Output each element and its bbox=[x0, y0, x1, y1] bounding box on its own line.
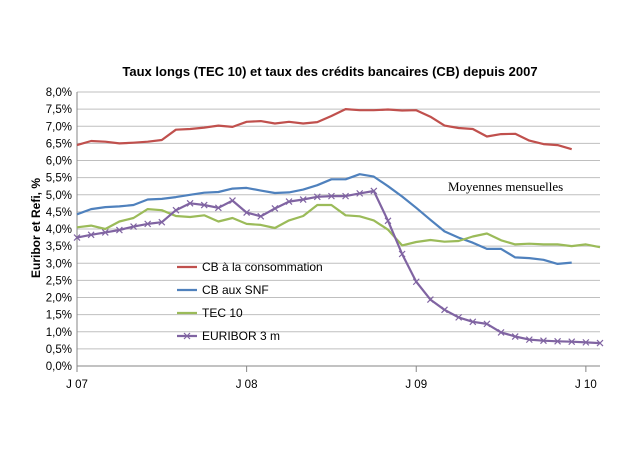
data-point-marker bbox=[101, 229, 109, 236]
x-tick-label: J 08 bbox=[236, 379, 258, 391]
series-line-3 bbox=[76, 189, 601, 345]
data-point-marker bbox=[200, 201, 208, 209]
data-point-marker bbox=[525, 336, 533, 344]
data-point-marker bbox=[73, 234, 81, 241]
y-tick-label: 3,0% bbox=[46, 258, 72, 270]
series-lines bbox=[73, 107, 604, 347]
data-point-marker bbox=[568, 338, 576, 346]
x-tick-label: J 10 bbox=[575, 379, 597, 391]
data-point-marker bbox=[144, 220, 152, 228]
data-point-marker bbox=[229, 197, 236, 204]
data-point-marker bbox=[299, 196, 307, 203]
data-point-marker bbox=[426, 296, 434, 303]
y-tick-label: 7,0% bbox=[46, 121, 72, 133]
annotation-text: Moyennes mensuelles bbox=[448, 179, 563, 194]
y-tick-label: 0,5% bbox=[46, 344, 72, 356]
y-tick-label: 4,0% bbox=[46, 224, 72, 236]
y-tick-label: 6,0% bbox=[46, 156, 72, 168]
series-line-1 bbox=[76, 173, 572, 265]
data-point-marker bbox=[243, 209, 251, 216]
y-tick-label: 0,0% bbox=[46, 361, 72, 373]
y-tick-label: 1,5% bbox=[46, 310, 72, 322]
y-tick-label: 7,5% bbox=[46, 104, 72, 116]
data-point-marker bbox=[158, 218, 166, 226]
data-point-marker bbox=[214, 204, 222, 212]
y-tick-label: 6,5% bbox=[46, 138, 72, 150]
legend-label: CB à la consommation bbox=[202, 260, 323, 274]
x-tick-label: J 07 bbox=[66, 379, 88, 391]
y-tick-label: 4,5% bbox=[46, 207, 72, 219]
data-point-marker bbox=[130, 223, 137, 231]
data-point-marker bbox=[497, 329, 505, 336]
data-point-marker bbox=[441, 306, 448, 314]
data-point-marker bbox=[313, 193, 321, 201]
y-tick-label: 2,0% bbox=[46, 293, 72, 305]
legend: CB à la consommation CB aux SNF TEC 10 EURI… bbox=[177, 260, 323, 343]
legend-label: CB aux SNF bbox=[202, 283, 269, 297]
y-tick-label: 8,0% bbox=[46, 87, 72, 99]
data-point-marker bbox=[554, 337, 562, 345]
data-point-marker bbox=[582, 338, 590, 346]
data-point-marker bbox=[384, 217, 392, 225]
data-point-marker bbox=[596, 339, 604, 347]
data-point-marker bbox=[483, 320, 491, 328]
data-point-marker bbox=[257, 212, 265, 220]
x-axis: J 07 J 08 J 09 J 10 bbox=[66, 92, 600, 391]
y-tick-label: 1,0% bbox=[46, 327, 72, 339]
legend-label: EURIBOR 3 m bbox=[202, 329, 280, 343]
data-point-marker bbox=[87, 231, 95, 239]
data-point-marker bbox=[186, 199, 194, 207]
y-axis-label: Euribor et Refi, % bbox=[29, 178, 43, 278]
x-tick-label: J 09 bbox=[405, 379, 427, 391]
data-point-marker bbox=[455, 313, 463, 321]
data-point-marker bbox=[412, 278, 420, 286]
data-point-marker bbox=[511, 333, 519, 340]
data-point-marker bbox=[370, 187, 378, 195]
data-point-marker bbox=[328, 192, 335, 200]
series-line-2 bbox=[76, 203, 601, 249]
data-point-marker bbox=[342, 192, 349, 200]
y-tick-label: 5,0% bbox=[46, 190, 72, 202]
data-point-marker bbox=[115, 226, 123, 234]
data-point-marker bbox=[285, 198, 293, 206]
data-point-marker bbox=[271, 205, 279, 212]
data-point-marker bbox=[398, 250, 406, 258]
y-tick-label: 3,5% bbox=[46, 241, 72, 253]
data-point-marker bbox=[540, 337, 547, 345]
y-tick-label: 5,5% bbox=[46, 173, 72, 185]
series-line-0 bbox=[76, 107, 573, 151]
data-point-marker bbox=[356, 189, 364, 197]
legend-marker bbox=[183, 332, 191, 340]
y-tick-labels: 0,0% 0,5% 1,0% 1,5% 2,0% 2,5% 3,0% 3,5% 4,0% 4,5%… bbox=[46, 87, 72, 373]
y-tick-label: 2,5% bbox=[46, 275, 72, 287]
chart-title: Taux longs (TEC 10) et taux des crédits … bbox=[122, 64, 537, 79]
data-point-marker bbox=[469, 318, 477, 326]
gridlines bbox=[77, 91, 600, 350]
data-point-marker bbox=[172, 206, 180, 214]
legend-label: TEC 10 bbox=[202, 306, 243, 320]
